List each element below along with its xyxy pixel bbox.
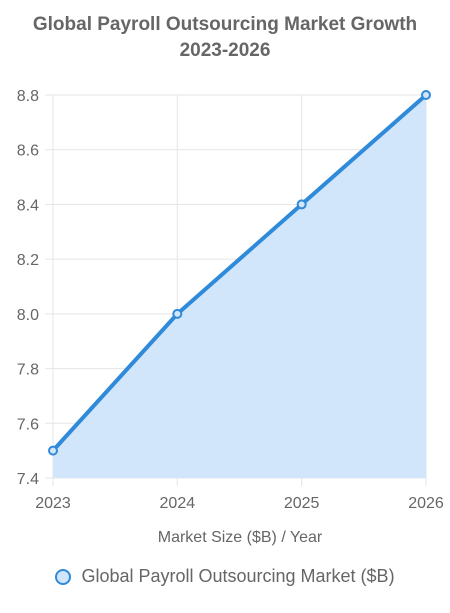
legend-label: Global Payroll Outsourcing Market ($B)	[81, 566, 395, 586]
y-tick-label: 7.4	[17, 471, 39, 488]
legend[interactable]: Global Payroll Outsourcing Market ($B)	[0, 566, 450, 587]
data-point[interactable]	[421, 90, 431, 100]
y-tick-label: 8.4	[17, 197, 39, 214]
y-tick-labels: 7.4 7.6 7.8 8.0 8.2 8.4 8.6 8.8	[17, 88, 39, 488]
x-tick-label: 2025	[284, 495, 320, 512]
x-tick-labels: 2023 2024 2025 2026	[35, 495, 444, 512]
x-tick-label: 2024	[160, 495, 196, 512]
series-line	[51, 93, 428, 453]
y-tick-label: 8.8	[17, 88, 39, 105]
series-area	[53, 95, 426, 478]
x-axis-label: Market Size ($B) / Year	[158, 529, 323, 546]
chart-title-line-1: Global Payroll Outsourcing Market Growth	[32, 14, 418, 35]
y-tick-label: 7.8	[17, 362, 39, 379]
x-tick-label: 2023	[35, 495, 71, 512]
data-point[interactable]	[296, 199, 307, 210]
points-layer	[48, 90, 431, 456]
data-point[interactable]	[48, 445, 58, 456]
x-tick-label: 2026	[408, 495, 444, 512]
y-tick-label: 8.6	[17, 143, 39, 160]
legend-marker	[55, 568, 72, 585]
chart-title-line-2: 2023-2026	[179, 40, 271, 61]
y-tick-label: 7.6	[17, 416, 39, 433]
area-layer	[51, 93, 428, 478]
data-point[interactable]	[172, 308, 183, 319]
chart-area: 7.47.67.88.08.28.48.68.8 2023 2024 2025 202…	[17, 88, 444, 546]
y-tick-label: 8.2	[17, 252, 39, 269]
y-tick-label: 8.0	[17, 307, 39, 324]
